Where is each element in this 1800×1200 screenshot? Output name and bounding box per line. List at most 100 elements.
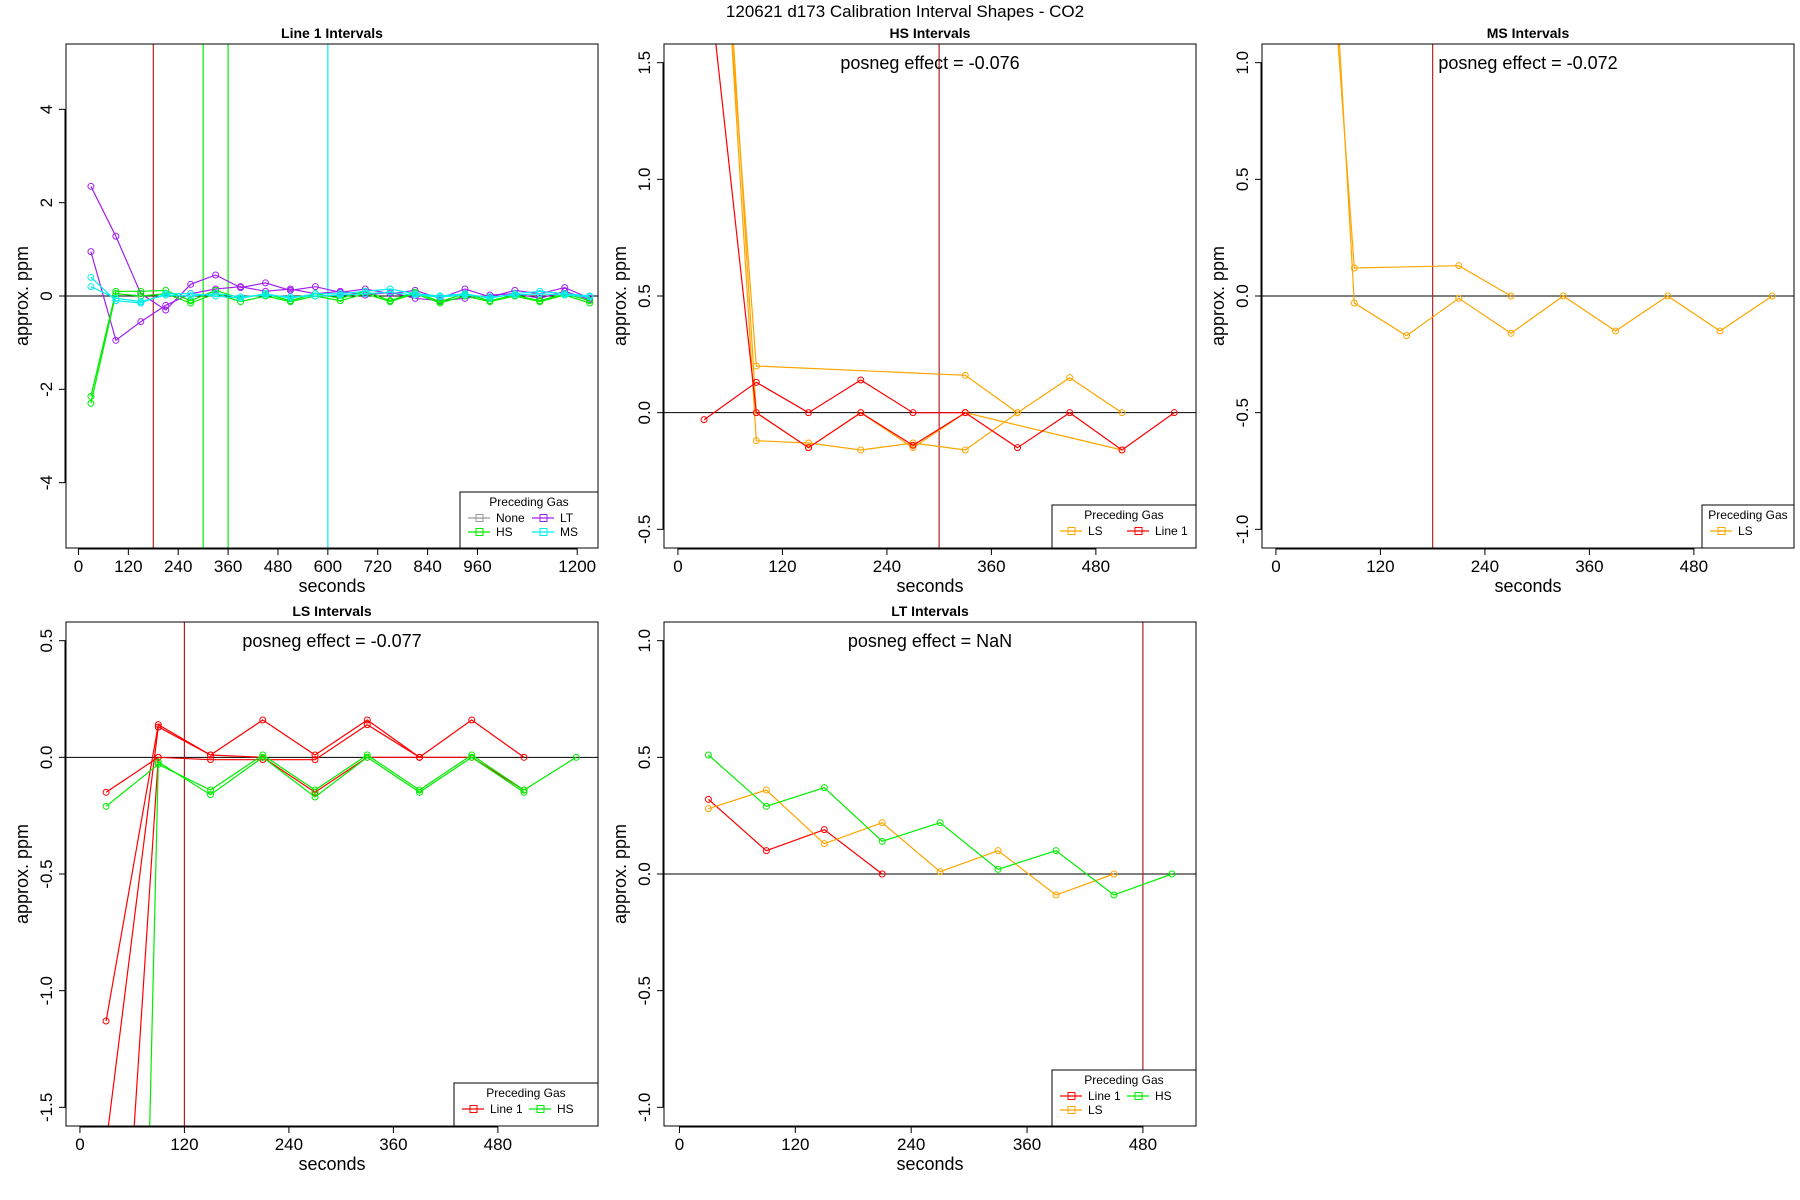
y-tick-label: 2 <box>37 198 56 207</box>
x-tick-label: 120 <box>170 1135 198 1154</box>
data-point <box>286 285 294 293</box>
legend-swatch-marker <box>1067 1092 1076 1100</box>
panel-hs: HS Intervals 0 120 240 360 480 -0.5 0.0 0.5 1.0 1.… <box>610 13 1197 596</box>
legend-entry: LT <box>560 511 574 525</box>
data-point <box>1612 327 1620 335</box>
panel-lt: LT Intervals 0 120 240 360 480 -1.0 -0.5 0.0 0.5 1… <box>610 603 1197 1174</box>
data-point <box>561 291 569 299</box>
x-tick-label: 120 <box>1366 557 1394 576</box>
y-tick-label: 1.0 <box>1233 51 1252 75</box>
panel-ms: MS Intervals 0 120 240 360 480 -1.0 -0.5 0.0 0.5 1… <box>1208 25 1795 596</box>
data-point <box>1507 292 1515 300</box>
data-point <box>1014 409 1022 417</box>
legend-swatch-marker <box>536 1105 545 1113</box>
legend-entry: LS <box>1738 524 1753 538</box>
data-point <box>363 716 371 724</box>
x-tick-label: 360 <box>1013 1135 1041 1154</box>
data-point <box>878 837 886 845</box>
data-point <box>311 292 319 300</box>
legend-swatch-marker <box>1067 527 1076 535</box>
data-point <box>762 847 770 855</box>
data-point <box>416 753 424 761</box>
data-point <box>154 753 162 761</box>
x-axis-label: seconds <box>298 576 365 596</box>
data-point <box>262 291 269 299</box>
x-tick-label: 480 <box>264 557 292 576</box>
series-line-lt <box>90 251 590 342</box>
data-point <box>207 756 215 764</box>
y-tick-label: 0 <box>37 291 56 300</box>
data-point <box>187 290 195 298</box>
series-line-hs <box>90 289 590 397</box>
data-point <box>262 279 269 287</box>
data-point <box>857 376 865 384</box>
y-tick-label: -4 <box>37 475 56 490</box>
panel-title: HS Intervals <box>890 25 971 41</box>
data-point <box>102 1017 110 1025</box>
legend-box <box>453 1082 599 1127</box>
data-point <box>1110 891 1118 899</box>
y-tick-label: 0.5 <box>37 629 56 653</box>
data-point <box>878 819 886 827</box>
legend-box <box>1051 504 1197 549</box>
data-point <box>1170 409 1178 417</box>
legend-title: Preceding Gas <box>1084 508 1163 522</box>
data-point <box>762 786 770 794</box>
data-point <box>536 290 544 298</box>
y-axis-label: approx. ppm <box>1208 246 1228 346</box>
data-point <box>468 753 476 761</box>
data-point <box>1455 294 1463 302</box>
x-tick-label: 480 <box>1680 557 1708 576</box>
legend-swatch-marker <box>539 528 548 536</box>
legend-swatch-marker <box>539 514 548 522</box>
data-point <box>820 840 828 848</box>
legend-box <box>1701 504 1795 549</box>
data-point <box>311 793 319 801</box>
data-point <box>154 758 162 766</box>
legend-swatch-marker <box>1134 527 1143 535</box>
data-point <box>363 753 371 761</box>
posneg-annotation: posneg effect = NaN <box>848 631 1012 651</box>
data-point <box>572 753 580 761</box>
y-tick-label: 1.0 <box>635 168 654 192</box>
y-axis-label: approx. ppm <box>610 246 630 346</box>
figure-title: 120621 d173 Calibration Interval Shapes … <box>726 2 1084 21</box>
y-tick-label: -0.5 <box>635 515 654 544</box>
data-point <box>212 292 220 300</box>
data-point <box>162 291 170 299</box>
x-tick-label: 120 <box>781 1135 809 1154</box>
legend-title: Preceding Gas <box>486 1086 565 1100</box>
x-tick-label: 960 <box>463 557 491 576</box>
data-point <box>857 409 865 417</box>
data-point <box>112 336 120 344</box>
data-point <box>1716 327 1724 335</box>
legend-entry: HS <box>1155 1089 1172 1103</box>
legend-entry: LS <box>1088 1103 1103 1117</box>
series-line-line-1 <box>105 723 525 793</box>
data-point <box>820 826 828 834</box>
y-tick-label: -0.5 <box>37 859 56 888</box>
data-point <box>1507 329 1515 337</box>
data-point <box>105 1128 111 1134</box>
x-axis-label: seconds <box>1494 576 1561 596</box>
data-point <box>710 13 716 19</box>
data-point <box>909 441 917 449</box>
data-point <box>994 865 1002 873</box>
data-point <box>311 756 319 764</box>
series-line-ls <box>731 44 1123 451</box>
x-tick-label: 120 <box>114 557 142 576</box>
data-point <box>805 409 813 417</box>
y-axis-label: approx. ppm <box>12 246 32 346</box>
x-axis-label: seconds <box>896 576 963 596</box>
series-group <box>1337 44 1776 340</box>
data-point <box>805 444 813 452</box>
data-point <box>87 182 95 190</box>
y-tick-label: 1.5 <box>635 51 654 75</box>
data-point <box>386 298 394 306</box>
y-tick-label: 0.5 <box>635 284 654 308</box>
data-point <box>536 287 544 295</box>
data-point <box>311 751 319 759</box>
